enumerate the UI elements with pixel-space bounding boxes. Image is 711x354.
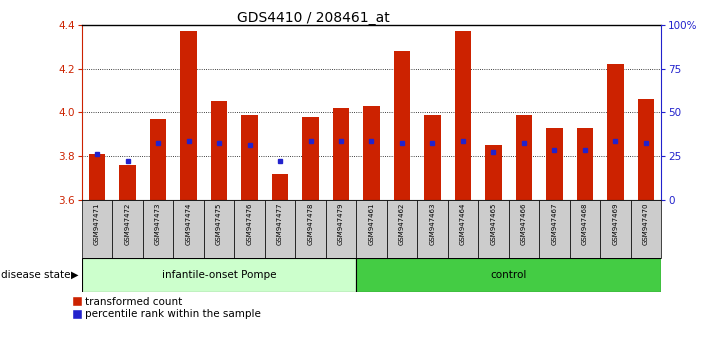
Bar [119,165,136,200]
Text: GDS4410 / 208461_at: GDS4410 / 208461_at [237,11,390,25]
Text: GSM947463: GSM947463 [429,203,436,245]
Text: GSM947462: GSM947462 [399,203,405,245]
Bar [607,64,624,200]
Text: GSM947465: GSM947465 [491,203,496,245]
Bar [638,99,654,200]
Bar [363,106,380,200]
Bar [333,108,349,200]
Text: infantile-onset Pompe: infantile-onset Pompe [162,270,277,280]
Text: GSM947475: GSM947475 [216,203,222,245]
Text: ▶: ▶ [70,270,78,280]
Bar [295,200,326,258]
Text: GSM947478: GSM947478 [307,203,314,245]
Bar [82,258,356,292]
Bar [515,115,533,200]
Bar [509,200,539,258]
Bar [485,145,502,200]
Bar [600,200,631,258]
Text: GSM947477: GSM947477 [277,203,283,245]
Text: GSM947469: GSM947469 [612,203,619,245]
Bar [234,200,264,258]
Text: GSM947476: GSM947476 [247,203,252,245]
Bar [180,32,197,200]
Bar [394,51,410,200]
Bar [577,128,594,200]
Bar [479,200,509,258]
Bar [417,200,448,258]
Bar [82,200,112,258]
Bar [264,200,295,258]
Bar [454,32,471,200]
Text: GSM947467: GSM947467 [552,203,557,245]
Text: GSM947464: GSM947464 [460,203,466,245]
Bar [302,117,319,200]
Text: GSM947474: GSM947474 [186,203,191,245]
Text: GSM947470: GSM947470 [643,203,649,245]
Text: GSM947472: GSM947472 [124,203,131,245]
Bar [356,258,661,292]
Bar [326,200,356,258]
Bar [204,200,234,258]
Text: GSM947471: GSM947471 [94,203,100,245]
Bar [631,200,661,258]
Text: GSM947466: GSM947466 [521,203,527,245]
Bar [143,200,173,258]
Bar [448,200,479,258]
Bar [272,174,289,200]
Text: GSM947479: GSM947479 [338,203,344,245]
Bar [149,119,166,200]
Legend: transformed count, percentile rank within the sample: transformed count, percentile rank withi… [73,297,261,319]
Bar [112,200,143,258]
Bar [210,102,228,200]
Text: disease state: disease state [1,270,70,280]
Bar [570,200,600,258]
Bar [356,200,387,258]
Text: GSM947468: GSM947468 [582,203,588,245]
Bar [173,200,204,258]
Bar [241,115,258,200]
Text: GSM947473: GSM947473 [155,203,161,245]
Text: GSM947461: GSM947461 [368,203,375,245]
Bar [546,128,563,200]
Text: control: control [491,270,527,280]
Bar [424,115,441,200]
Bar [539,200,570,258]
Bar [89,154,105,200]
Bar [387,200,417,258]
